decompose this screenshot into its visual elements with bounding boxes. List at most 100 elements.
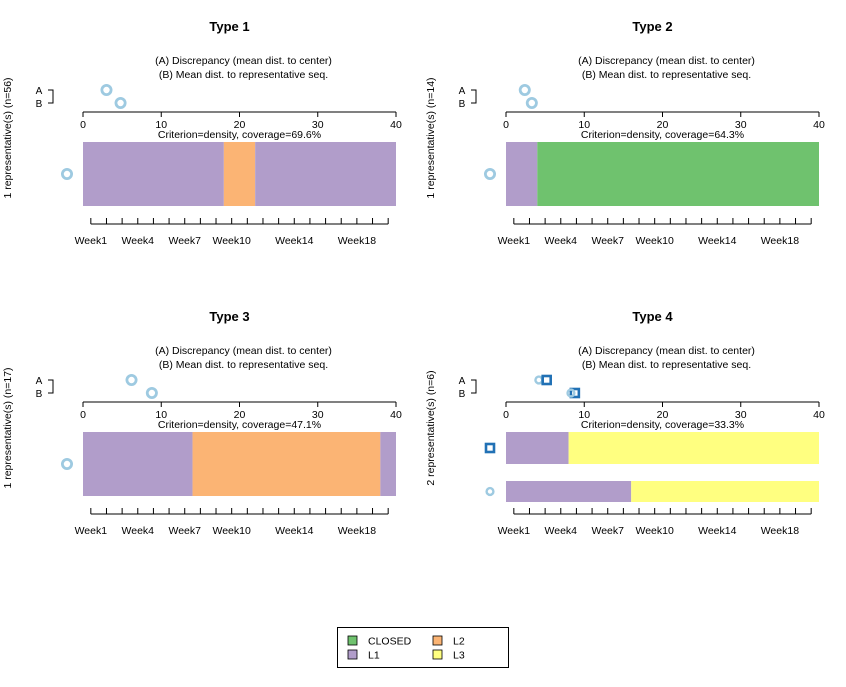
mean-dist-b-1-circle-marker [114,97,127,110]
legend-label-l1: L1 [368,650,380,662]
time-axis-tick-label: Week1 [498,235,531,247]
panel-2: Type 2 (A) Discrepancy (mean dist. to cen… [425,19,825,247]
panel-3-ylabel: 1 representative(s) (n=17) [2,367,14,488]
discrepancy-line-b: (B) Mean dist. to representative seq. [582,69,751,81]
legend-box [337,627,509,668]
time-axis-tick-label: Week18 [761,235,799,247]
panel-1-ylabel: 1 representative(s) (n=56) [2,77,14,198]
sequence-segment-l1 [83,142,224,206]
discrepancy-a-circle-marker [518,84,531,97]
row-label-b: B [36,389,43,400]
distance-axis-tick-label: 40 [813,119,825,131]
distance-axis-tick-label: 10 [155,119,167,131]
time-axis-tick-label: Week4 [545,525,578,537]
panel-2-ylabel: 1 representative(s) (n=14) [425,77,437,198]
row-label-b: B [459,99,466,110]
representative-2-circle-marker [485,486,495,497]
sequence-segment-l1 [255,142,396,206]
ab-bracket [471,379,477,394]
time-axis-tick-label: Week14 [698,525,736,537]
time-axis-tick-label: Week10 [213,235,251,247]
sequence-segment-l3 [631,481,819,502]
sequence-segment-l1 [380,432,396,496]
legend: CLOSED L1 L2 L3 [337,627,509,668]
panel-4-title: Type 4 [632,309,673,324]
time-axis-tick-label: Week7 [591,525,624,537]
legend-label-l3: L3 [453,650,465,662]
row-label-a: A [459,376,466,387]
distance-axis-tick-label: 30 [735,119,747,131]
sequence-segment-l2 [223,142,256,206]
distance-axis-tick-label: 20 [657,409,669,421]
time-axis-tick-label: Week18 [338,235,376,247]
distance-axis-tick-label: 0 [503,119,509,131]
discrepancy-line-b: (B) Mean dist. to representative seq. [159,359,328,371]
distance-axis-tick-label: 30 [312,119,324,131]
time-axis-tick-label: Week1 [75,235,108,247]
distance-axis-tick-label: 20 [234,119,246,131]
time-axis-tick-label: Week18 [338,525,376,537]
row-label-a: A [459,86,466,97]
time-axis-tick-label: Week7 [168,525,201,537]
row-label-b: B [36,99,43,110]
panel-4-ylabel: 2 representative(s) (n=6) [425,370,437,485]
distance-axis-tick-label: 10 [578,409,590,421]
legend-swatch-l1 [347,649,358,660]
distance-axis-tick-label: 0 [503,409,509,421]
panel-2-title: Type 2 [632,19,672,34]
time-axis-tick-label: Week10 [213,525,251,537]
panel-1-title: Type 1 [209,19,249,34]
discrepancy-line-a: (A) Discrepancy (mean dist. to center) [155,55,332,67]
sequence-segment-l3 [568,432,819,464]
row-label-a: A [36,376,43,387]
discrepancy-line-a: (A) Discrepancy (mean dist. to center) [578,345,755,357]
panel-3: Type 3 (A) Discrepancy (mean dist. to cen… [2,309,402,537]
representative-1-circle-marker [483,167,496,180]
distance-axis-tick-label: 20 [657,119,669,131]
discrepancy-a-square-square-marker [541,374,552,386]
distance-axis-tick-label: 0 [80,119,86,131]
discrepancy-line-a: (A) Discrepancy (mean dist. to center) [578,55,755,67]
distance-axis-tick-label: 10 [578,119,590,131]
discrepancy-line-b: (B) Mean dist. to representative seq. [582,359,751,371]
discrepancy-line-a: (A) Discrepancy (mean dist. to center) [155,345,332,357]
sequence-segment-l1 [506,142,538,206]
representative-1-circle-marker [61,167,74,180]
legend-swatch-l3 [432,649,443,660]
sequence-segment-l1 [83,432,193,496]
sequence-segment-l2 [192,432,381,496]
time-axis-tick-label: Week7 [591,235,624,247]
discrepancy-a-circle-marker [534,375,544,385]
time-axis-tick-label: Week4 [122,235,155,247]
row-label-b: B [459,389,466,400]
legend-swatch-closed [347,635,358,646]
time-axis-tick-label: Week18 [761,525,799,537]
row-label-a: A [36,86,43,97]
discrepancy-a-circle-marker [125,373,138,386]
time-axis-tick-label: Week10 [636,525,674,537]
discrepancy-a-circle-marker [100,84,113,97]
time-axis-tick-label: Week1 [498,525,531,537]
distance-axis-tick-label: 30 [312,409,324,421]
panel-2-criterion: Criterion=density, coverage=64.3% [581,129,744,141]
mean-dist-b-2-circle-marker [566,388,576,398]
representative-1-square-marker [484,442,496,454]
distance-axis-tick-label: 40 [813,409,825,421]
time-axis-tick-label: Week14 [275,235,313,247]
time-axis-tick-label: Week4 [545,235,578,247]
panel-3-title: Type 3 [209,309,249,324]
legend-label-l2: L2 [453,636,465,648]
legend-label-closed: CLOSED [368,636,412,648]
panel-1-criterion: Criterion=density, coverage=69.6% [158,129,321,141]
sequence-segment-l1 [506,432,569,464]
representative-1-circle-marker [61,457,74,470]
distance-axis-tick-label: 10 [155,409,167,421]
distance-axis-tick-label: 30 [735,409,747,421]
panel-1: Type 1 (A) Discrepancy (mean dist. to cen… [2,19,402,247]
time-axis-tick-label: Week14 [698,235,736,247]
time-axis-tick-label: Week7 [168,235,201,247]
time-axis-tick-label: Week4 [122,525,155,537]
distance-axis-tick-label: 0 [80,409,86,421]
